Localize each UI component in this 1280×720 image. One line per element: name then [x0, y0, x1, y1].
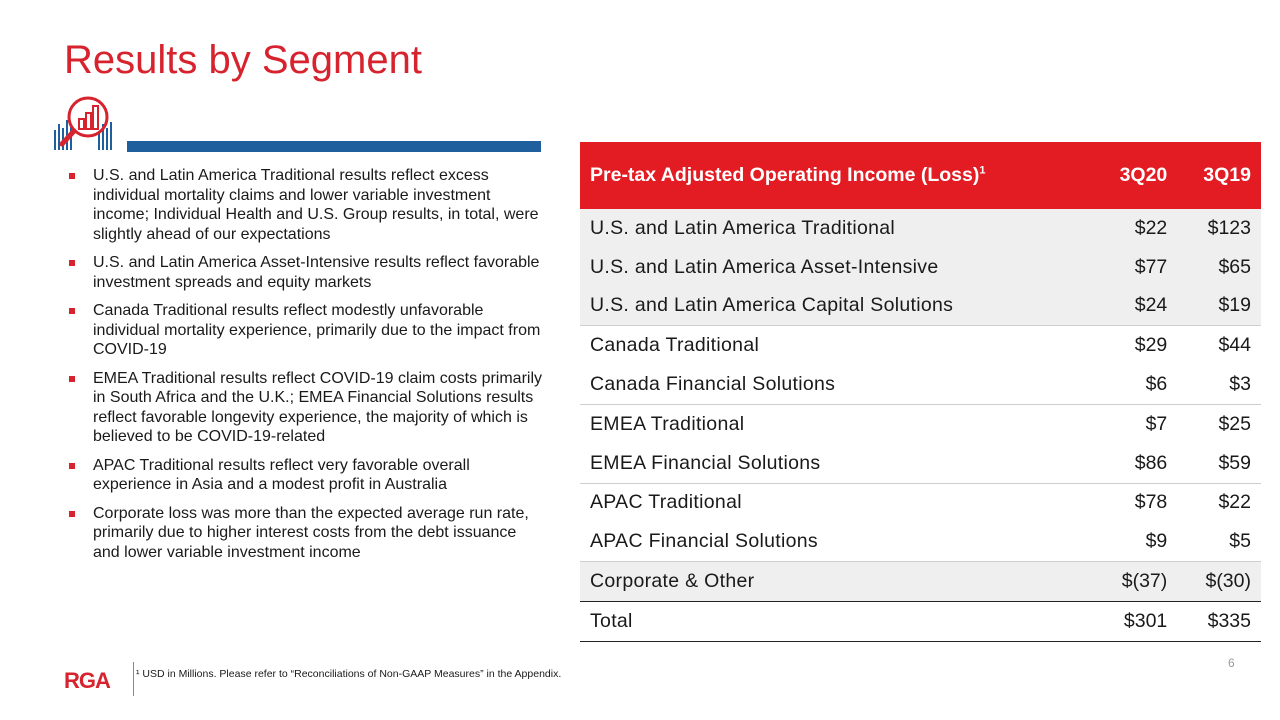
- table-row: U.S. and Latin America Capital Solutions…: [580, 286, 1261, 326]
- table-header-row: Pre-tax Adjusted Operating Income (Loss)…: [580, 142, 1261, 209]
- value-3q19: $44: [1177, 325, 1261, 366]
- bullet-text: U.S. and Latin America Asset-Intensive r…: [93, 254, 540, 291]
- total-3q19: $335: [1177, 600, 1261, 642]
- segment-label: EMEA Financial Solutions: [590, 451, 821, 474]
- value-3q20: $77: [1093, 247, 1178, 287]
- table-row: APAC Financial Solutions $9 $5: [580, 522, 1261, 561]
- table-row: U.S. and Latin America Asset-Intensive $…: [580, 247, 1261, 287]
- table-header-3q20: 3Q20: [1093, 142, 1178, 209]
- table-row: U.S. and Latin America Traditional $22 $…: [580, 209, 1261, 248]
- segment-results-table: Pre-tax Adjusted Operating Income (Loss)…: [580, 142, 1261, 642]
- bullet-square-icon: [69, 462, 75, 469]
- bullet-square-icon: [69, 260, 75, 266]
- bullet-text: Corporate loss was more than the expecte…: [93, 504, 529, 561]
- value-3q19: $59: [1218, 451, 1251, 474]
- value-3q19: $22: [1177, 482, 1261, 523]
- commentary-bullets: U.S. and Latin America Traditional resul…: [66, 166, 542, 571]
- total-3q20: $301: [1093, 600, 1178, 642]
- bullet-text: Canada Traditional results reflect modes…: [93, 302, 541, 358]
- segment-label: Canada Financial Solutions: [590, 373, 836, 396]
- bullet-text: U.S. and Latin America Traditional resul…: [93, 167, 539, 243]
- bullet-item: Corporate loss was more than the expecte…: [66, 504, 542, 563]
- table-row: Corporate & Other $(37) $(30): [580, 561, 1261, 602]
- segment-label: APAC Financial Solutions: [590, 530, 818, 553]
- value-3q19: $3: [1229, 373, 1251, 396]
- rga-logo: RGA: [64, 668, 111, 693]
- value-3q20: $86: [1134, 451, 1168, 474]
- value-3q20: $6: [1145, 373, 1168, 396]
- segment-label: Canada Traditional: [580, 325, 1094, 366]
- title-rule: [127, 141, 541, 152]
- value-3q19: $(30): [1177, 561, 1261, 602]
- value-3q19: $65: [1177, 247, 1261, 287]
- table-header-3q19: 3Q19: [1177, 142, 1261, 209]
- segment-label: U.S. and Latin America Asset-Intensive: [580, 247, 1094, 287]
- footnote: ¹ USD in Millions. Please refer to “Reco…: [136, 668, 562, 680]
- segment-label: U.S. and Latin America Capital Solutions: [580, 286, 1094, 326]
- page-title: Results by Segment: [64, 38, 422, 82]
- footer-divider: [133, 662, 134, 696]
- total-label: Total: [580, 600, 1094, 642]
- bullet-item: U.S. and Latin America Traditional resul…: [66, 166, 542, 244]
- table-row: Canada Traditional $29 $44: [580, 325, 1261, 366]
- value-3q19: $123: [1177, 209, 1261, 248]
- segment-label: EMEA Traditional: [580, 403, 1094, 444]
- table-row: APAC Traditional $78 $22: [580, 482, 1261, 523]
- bullet-square-icon: [69, 375, 75, 382]
- bullet-item: Canada Traditional results reflect modes…: [66, 301, 542, 360]
- bullet-item: APAC Traditional results reflect very fa…: [66, 456, 542, 495]
- segment-label: APAC Traditional: [580, 482, 1094, 523]
- segment-label: U.S. and Latin America Traditional: [580, 209, 1094, 248]
- value-3q20: $7: [1093, 403, 1178, 444]
- value-3q20: $78: [1093, 482, 1178, 523]
- bullet-text: APAC Traditional results reflect very fa…: [93, 456, 470, 494]
- bullet-item: U.S. and Latin America Asset-Intensive r…: [66, 253, 542, 292]
- table-row: EMEA Traditional $7 $25: [580, 403, 1261, 444]
- value-3q20: $9: [1145, 530, 1168, 553]
- value-3q20: $29: [1093, 325, 1178, 366]
- bullet-square-icon: [69, 308, 75, 314]
- segment-label: Corporate & Other: [580, 561, 1094, 602]
- bullet-square-icon: [69, 510, 75, 517]
- value-3q20: $(37): [1093, 561, 1178, 602]
- table-row: EMEA Financial Solutions $86 $59: [580, 444, 1261, 483]
- magnifier-bar-chart-icon: [54, 96, 112, 150]
- table-row: Canada Financial Solutions $6 $3: [580, 365, 1261, 404]
- value-3q19: $5: [1229, 530, 1251, 553]
- value-3q20: $24: [1093, 286, 1178, 326]
- page-number: 6: [1228, 656, 1235, 670]
- bullet-item: EMEA Traditional results reflect COVID-1…: [66, 369, 542, 447]
- value-3q20: $22: [1093, 209, 1178, 248]
- table-header-label: Pre-tax Adjusted Operating Income (Loss)…: [580, 142, 1094, 209]
- value-3q19: $25: [1177, 403, 1261, 444]
- table-total-row: Total $301 $335: [580, 600, 1261, 642]
- value-3q19: $19: [1177, 286, 1261, 326]
- bullet-square-icon: [69, 173, 75, 179]
- bullet-text: EMEA Traditional results reflect COVID-1…: [93, 369, 543, 446]
